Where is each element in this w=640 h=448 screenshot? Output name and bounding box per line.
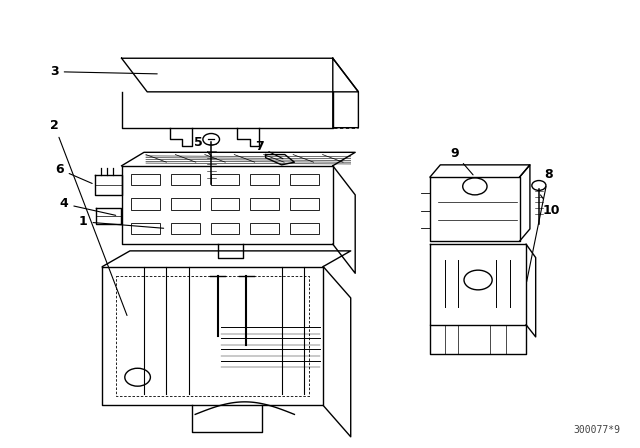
Bar [131, 174, 160, 185]
Text: 9: 9 [450, 146, 473, 175]
Bar [250, 174, 279, 185]
Text: 7: 7 [255, 140, 283, 159]
Text: 5: 5 [194, 136, 211, 156]
Bar [250, 223, 279, 234]
Bar [171, 174, 200, 185]
Bar [171, 223, 200, 234]
Bar [290, 223, 319, 234]
Bar [211, 174, 239, 185]
Text: 10: 10 [541, 195, 561, 217]
Text: 4: 4 [60, 197, 116, 215]
Text: 6: 6 [55, 163, 92, 184]
Bar [131, 198, 160, 210]
Bar [131, 223, 160, 234]
Bar [211, 223, 239, 234]
Text: 1: 1 [79, 215, 164, 228]
Bar [211, 198, 239, 210]
Text: 2: 2 [50, 119, 127, 315]
Bar [290, 198, 319, 210]
Text: 8: 8 [527, 168, 553, 282]
Text: 3: 3 [50, 65, 157, 78]
Bar [290, 174, 319, 185]
Bar [171, 198, 200, 210]
Text: 300077*9: 300077*9 [574, 425, 621, 435]
Bar [250, 198, 279, 210]
